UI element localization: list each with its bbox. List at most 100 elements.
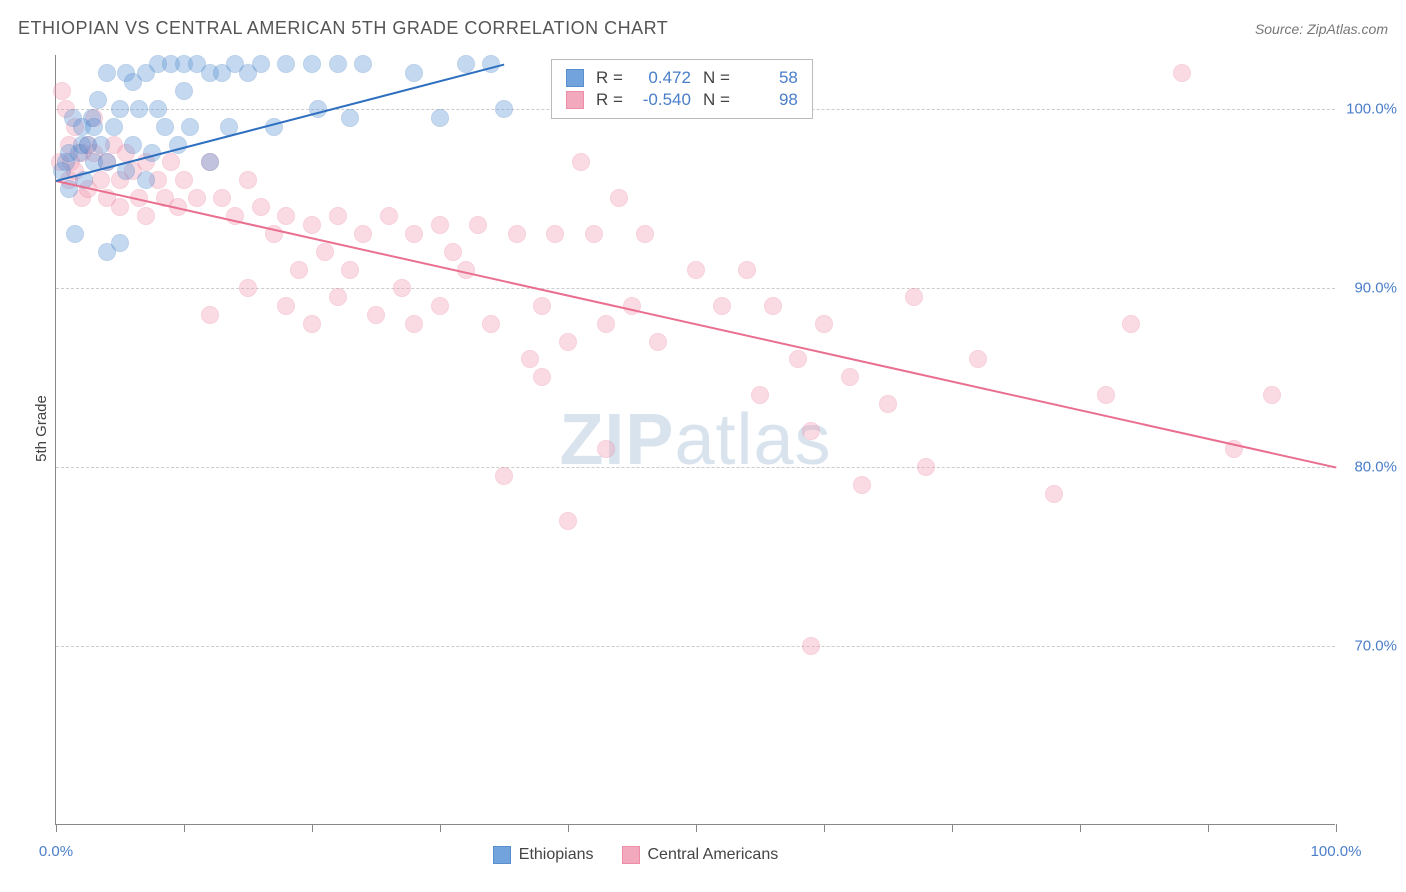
- x-tick: [440, 824, 441, 832]
- scatter-point: [201, 153, 219, 171]
- scatter-point: [533, 297, 551, 315]
- x-tick-label: 100.0%: [1311, 843, 1362, 860]
- scatter-point: [252, 198, 270, 216]
- scatter-point: [559, 512, 577, 530]
- scatter-point: [597, 440, 615, 458]
- scatter-point: [738, 261, 756, 279]
- scatter-point: [649, 333, 667, 351]
- scatter-point: [239, 171, 257, 189]
- scatter-point: [277, 55, 295, 73]
- scatter-point: [380, 207, 398, 225]
- legend-item-central-americans: Central Americans: [622, 846, 779, 864]
- scatter-point: [482, 315, 500, 333]
- scatter-point: [610, 189, 628, 207]
- scatter-point: [354, 225, 372, 243]
- scatter-point: [89, 91, 107, 109]
- scatter-point: [329, 288, 347, 306]
- scatter-point: [303, 315, 321, 333]
- scatter-point: [495, 100, 513, 118]
- scatter-point: [85, 118, 103, 136]
- x-tick: [56, 824, 57, 832]
- stats-row-central-americans: R = -0.540 N = 98: [566, 90, 798, 110]
- x-tick: [184, 824, 185, 832]
- scatter-point: [585, 225, 603, 243]
- scatter-point: [444, 243, 462, 261]
- legend-item-ethiopians: Ethiopians: [493, 846, 594, 864]
- scatter-point: [367, 306, 385, 324]
- x-tick: [1080, 824, 1081, 832]
- scatter-point: [303, 216, 321, 234]
- scatter-point: [572, 153, 590, 171]
- scatter-point: [213, 189, 231, 207]
- scatter-point: [341, 261, 359, 279]
- scatter-point: [175, 82, 193, 100]
- scatter-point: [636, 225, 654, 243]
- stats-legend-box: R = 0.472 N = 58 R = -0.540 N = 98: [551, 59, 813, 119]
- scatter-point: [905, 288, 923, 306]
- scatter-point: [111, 234, 129, 252]
- scatter-point: [277, 207, 295, 225]
- source-label: Source: ZipAtlas.com: [1255, 21, 1388, 37]
- scatter-point: [303, 55, 321, 73]
- scatter-point: [1263, 386, 1281, 404]
- chart-plot-area: ZIPatlas R = 0.472 N = 58 R = -0.540 N =…: [55, 55, 1335, 825]
- scatter-point: [405, 225, 423, 243]
- stats-row-ethiopians: R = 0.472 N = 58: [566, 68, 798, 88]
- scatter-point: [175, 171, 193, 189]
- scatter-point: [162, 153, 180, 171]
- scatter-point: [329, 207, 347, 225]
- scatter-point: [815, 315, 833, 333]
- scatter-point: [201, 306, 219, 324]
- scatter-point: [521, 350, 539, 368]
- y-tick-label: 70.0%: [1354, 637, 1397, 654]
- scatter-point: [546, 225, 564, 243]
- scatter-point: [181, 118, 199, 136]
- scatter-point: [917, 458, 935, 476]
- scatter-point: [431, 109, 449, 127]
- y-axis-label: 5th Grade: [33, 395, 50, 462]
- scatter-point: [802, 637, 820, 655]
- scatter-point: [1173, 64, 1191, 82]
- scatter-point: [111, 100, 129, 118]
- scatter-point: [156, 118, 174, 136]
- scatter-point: [597, 315, 615, 333]
- scatter-point: [1097, 386, 1115, 404]
- scatter-point: [341, 109, 359, 127]
- scatter-point: [687, 261, 705, 279]
- scatter-point: [508, 225, 526, 243]
- scatter-point: [457, 55, 475, 73]
- scatter-point: [469, 216, 487, 234]
- x-tick: [568, 824, 569, 832]
- scatter-point: [105, 118, 123, 136]
- y-tick-label: 80.0%: [1354, 458, 1397, 475]
- x-tick-label: 0.0%: [39, 843, 73, 860]
- swatch-ethiopians-icon: [566, 69, 584, 87]
- scatter-point: [1122, 315, 1140, 333]
- scatter-point: [53, 82, 71, 100]
- scatter-point: [802, 422, 820, 440]
- scatter-point: [853, 476, 871, 494]
- scatter-point: [789, 350, 807, 368]
- scatter-point: [405, 315, 423, 333]
- bottom-legend: Ethiopians Central Americans: [56, 846, 1215, 864]
- swatch-ethiopians-icon: [493, 846, 511, 864]
- swatch-central-americans-icon: [622, 846, 640, 864]
- x-tick: [696, 824, 697, 832]
- y-tick-label: 100.0%: [1346, 100, 1397, 117]
- swatch-central-americans-icon: [566, 91, 584, 109]
- scatter-point: [559, 333, 577, 351]
- scatter-point: [841, 368, 859, 386]
- scatter-point: [277, 297, 295, 315]
- scatter-point: [111, 198, 129, 216]
- scatter-point: [239, 279, 257, 297]
- scatter-point: [329, 55, 347, 73]
- scatter-point: [431, 297, 449, 315]
- scatter-point: [66, 225, 84, 243]
- scatter-point: [533, 368, 551, 386]
- scatter-point: [130, 100, 148, 118]
- x-tick: [824, 824, 825, 832]
- scatter-point: [393, 279, 411, 297]
- scatter-point: [879, 395, 897, 413]
- scatter-point: [137, 207, 155, 225]
- y-tick-label: 90.0%: [1354, 279, 1397, 296]
